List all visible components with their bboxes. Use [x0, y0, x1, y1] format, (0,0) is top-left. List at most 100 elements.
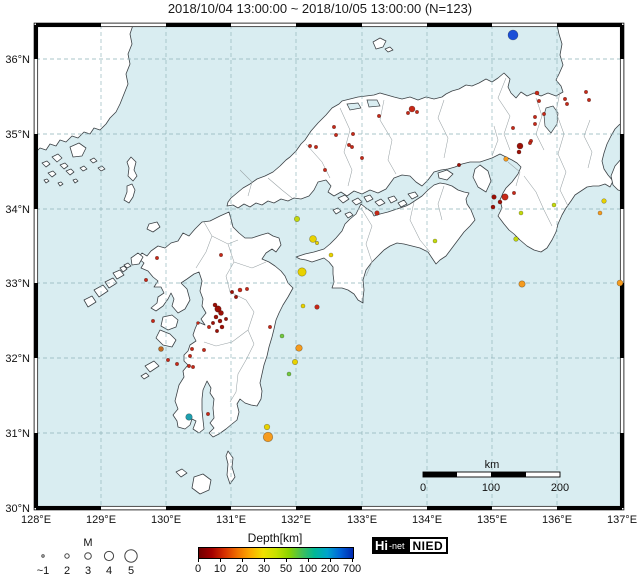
depth-tick-label: 200	[320, 563, 340, 575]
magnitude-legend: M ~1 2 3 4 5	[37, 537, 138, 577]
earthquake-dot	[207, 324, 212, 329]
islands-goto	[83, 252, 144, 308]
island-awaji	[472, 164, 492, 193]
earthquake-dot	[206, 411, 211, 416]
map-frame	[33, 22, 625, 511]
hinet-logo-net: -net	[389, 540, 405, 551]
earthquake-dot	[262, 431, 274, 443]
earthquake-dot	[490, 204, 496, 210]
lon-tick-label: 131°E	[216, 514, 246, 526]
island-tsushima	[123, 156, 138, 204]
depth-tick-label: 30	[257, 563, 271, 575]
scalebar-segment	[423, 472, 457, 477]
earthquake-dot	[511, 191, 516, 196]
earthquake-dot	[188, 353, 193, 358]
earthquake-dot	[414, 110, 419, 115]
land-shikoku	[295, 182, 476, 304]
earthquake-dot	[541, 112, 546, 117]
earthquake-dot	[234, 294, 239, 299]
lon-tick-label: 137°E	[607, 514, 637, 526]
earthquake-dot	[597, 210, 603, 216]
lon-tick-label: 135°E	[477, 514, 507, 526]
scalebar-label: 200	[551, 482, 569, 494]
earthquake-dot	[218, 310, 224, 316]
earthquake-dot	[219, 253, 224, 258]
earthquake-dot	[293, 216, 300, 223]
earthquake-dot	[151, 318, 156, 323]
earthquake-dot	[328, 252, 334, 258]
depth-tick-label: 50	[279, 563, 293, 575]
earthquake-dot	[564, 102, 569, 107]
depth-tick-label: 100	[298, 563, 318, 575]
depth-legend-title: Depth[km]	[247, 531, 303, 545]
earthquake-dot	[432, 238, 438, 244]
scale-bar: km 0 100 200	[420, 459, 569, 494]
earthquake-dot	[586, 98, 591, 103]
depth-tick-mark	[242, 559, 243, 562]
frame-inner	[37, 26, 621, 507]
lat-tick-label: 30°N	[5, 503, 30, 515]
land-korea	[35, 24, 134, 153]
earthquake-dot	[190, 346, 195, 351]
earthquake-dot	[408, 105, 416, 113]
lat-tick-label: 35°N	[5, 129, 30, 141]
earthquake-dot	[237, 287, 243, 293]
earthquake-dot	[359, 156, 364, 161]
earthquake-dot	[562, 97, 567, 102]
earthquake-dot	[532, 122, 537, 127]
earthquake-dot	[214, 305, 222, 313]
islands-korea-south	[41, 142, 106, 187]
lagoon-shinji	[346, 102, 362, 111]
depth-tick-mark	[264, 559, 265, 562]
earthquake-dot	[513, 236, 519, 242]
island-iki	[146, 221, 161, 233]
earthquake-dot	[516, 149, 522, 155]
earthquake-dot	[144, 277, 149, 282]
earthquake-dot	[616, 279, 624, 287]
earthquake-dot	[346, 143, 351, 148]
earthquake-dot	[191, 364, 196, 369]
earthquake-dot	[166, 357, 171, 362]
earthquake-dot	[175, 361, 180, 366]
lon-tick-label: 134°E	[412, 514, 442, 526]
earthquake-dot	[534, 90, 540, 96]
depth-tick-label: 700	[342, 563, 362, 575]
earthquake-dot	[501, 193, 509, 201]
earthquake-dot	[333, 133, 338, 138]
magnitude-sample-label: 4	[106, 565, 112, 577]
earthquake-dot	[314, 304, 320, 310]
earthquake-dot	[322, 168, 327, 173]
lake-layer	[346, 99, 559, 134]
magnitude-sample-circle	[41, 554, 45, 558]
scalebar-label: 100	[482, 482, 500, 494]
depth-tick-mark	[308, 559, 309, 562]
depth-tick-mark	[198, 559, 199, 562]
earthquake-dot	[263, 423, 271, 431]
lat-tick-label: 36°N	[5, 54, 30, 66]
hinet-nied-logo[interactable]: Hi -net NIED	[372, 537, 449, 554]
land-layer	[35, 24, 623, 495]
magnitude-sample-label: ~1	[37, 565, 50, 577]
hinet-logo-box: Hi -net	[372, 537, 408, 554]
earthquake-dot	[374, 210, 380, 216]
island-oki	[372, 37, 394, 53]
depth-tick-label: 10	[213, 563, 227, 575]
earthquake-dot	[224, 316, 229, 321]
earthquake-dot	[532, 115, 537, 120]
lon-tick-label: 128°E	[21, 514, 51, 526]
earthquake-dot	[405, 111, 410, 116]
earthquake-dot	[300, 303, 306, 309]
earthquake-dot	[313, 145, 318, 150]
earthquake-dot	[527, 141, 532, 146]
islands-koshiki	[140, 360, 160, 380]
earthquake-dot	[212, 302, 218, 308]
earthquake-dot	[518, 210, 524, 216]
earthquake-dot	[314, 241, 319, 246]
lon-tick-label: 129°E	[86, 514, 116, 526]
graticule	[36, 25, 622, 508]
prefecture-borders	[195, 77, 593, 403]
earthquake-dot	[158, 346, 164, 352]
scalebar-segment	[491, 472, 526, 477]
magnitude-legend-title: M	[83, 537, 92, 549]
